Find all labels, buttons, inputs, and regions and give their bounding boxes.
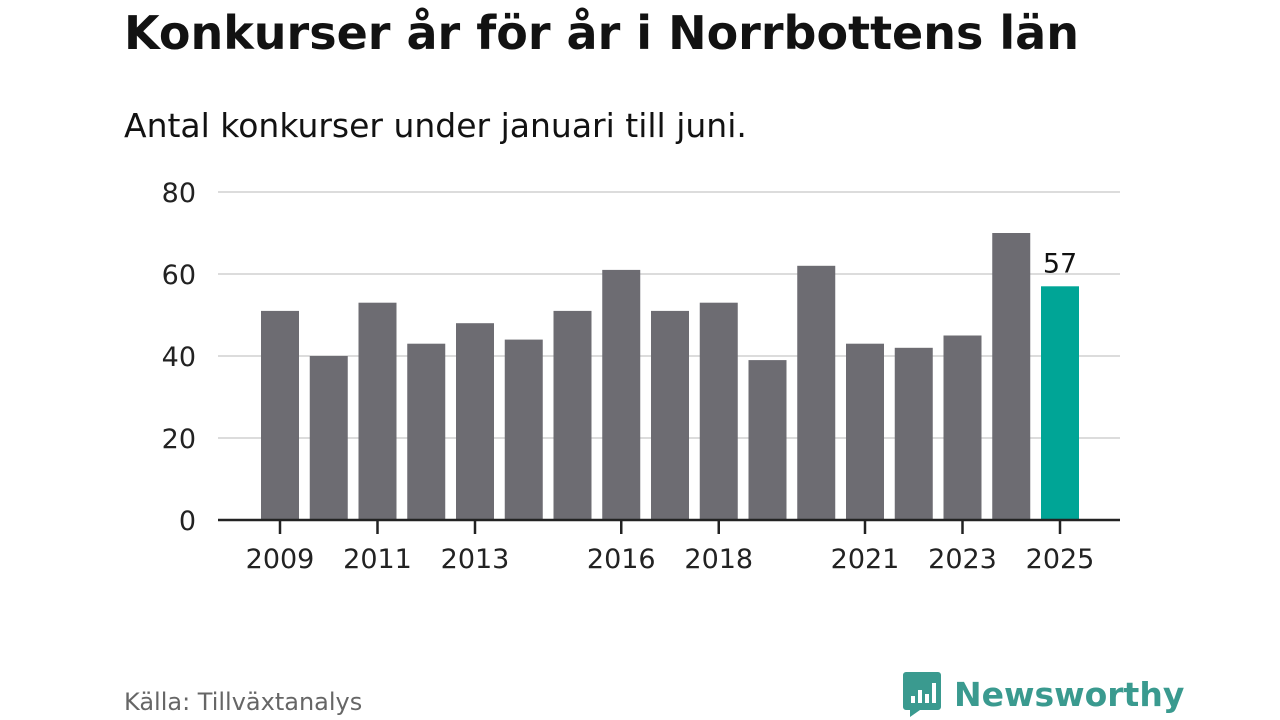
newsworthy-logo-icon — [903, 672, 941, 717]
x-tick-label: 2018 — [684, 544, 753, 575]
bar-2015 — [553, 310, 592, 520]
y-tick-label: 40 — [162, 342, 196, 373]
data-label-2025: 57 — [1043, 248, 1077, 279]
bar-2018 — [699, 302, 738, 520]
y-tick-label: 80 — [162, 178, 196, 209]
chart-title: Konkurser år för år i Norrbottens län — [124, 6, 1079, 60]
bar-2023 — [943, 335, 982, 520]
y-tick-label: 20 — [162, 424, 196, 455]
bar-2014 — [504, 339, 543, 520]
y-tick-label: 60 — [162, 260, 196, 291]
labels: 0 20 40 60 80 2009 2011 2013 2016 2018 2021 2023 202… — [162, 178, 1095, 575]
x-tick-label: 2009 — [246, 544, 315, 575]
bar-2016 — [602, 269, 641, 520]
bar-2021 — [846, 343, 884, 520]
x-tick-label: 2025 — [1026, 544, 1095, 575]
axes — [218, 518, 1120, 534]
bar-2025 — [1041, 286, 1079, 520]
x-tick-label: 2023 — [928, 544, 997, 575]
bar-2010 — [309, 356, 348, 520]
y-tick-label: 0 — [179, 506, 196, 537]
x-tick-label: 2021 — [831, 544, 900, 575]
source-note: Källa: Tillväxtanalys — [124, 688, 363, 716]
x-tick-label: 2016 — [587, 544, 656, 575]
bar-2022 — [894, 347, 933, 520]
bar-2024 — [992, 233, 1031, 520]
bar-2019 — [748, 360, 787, 520]
bar-2013 — [456, 323, 494, 520]
newsworthy-logo[interactable]: Newsworthy — [902, 670, 1184, 718]
bar-2012 — [407, 343, 446, 520]
x-tick-label: 2011 — [343, 544, 412, 575]
brand-name: Newsworthy — [954, 674, 1185, 714]
bars — [261, 233, 1079, 520]
bar-2017 — [651, 310, 689, 520]
bar-2020 — [797, 265, 836, 520]
bar-chart: 0 20 40 60 80 2009 2011 2013 2016 2018 2021 2023 202… — [162, 178, 1120, 575]
bar-2011 — [358, 302, 397, 520]
chart-subtitle: Antal konkurser under januari till juni. — [124, 106, 747, 145]
x-tick-label: 2013 — [441, 544, 510, 575]
bar-2009 — [261, 310, 299, 520]
